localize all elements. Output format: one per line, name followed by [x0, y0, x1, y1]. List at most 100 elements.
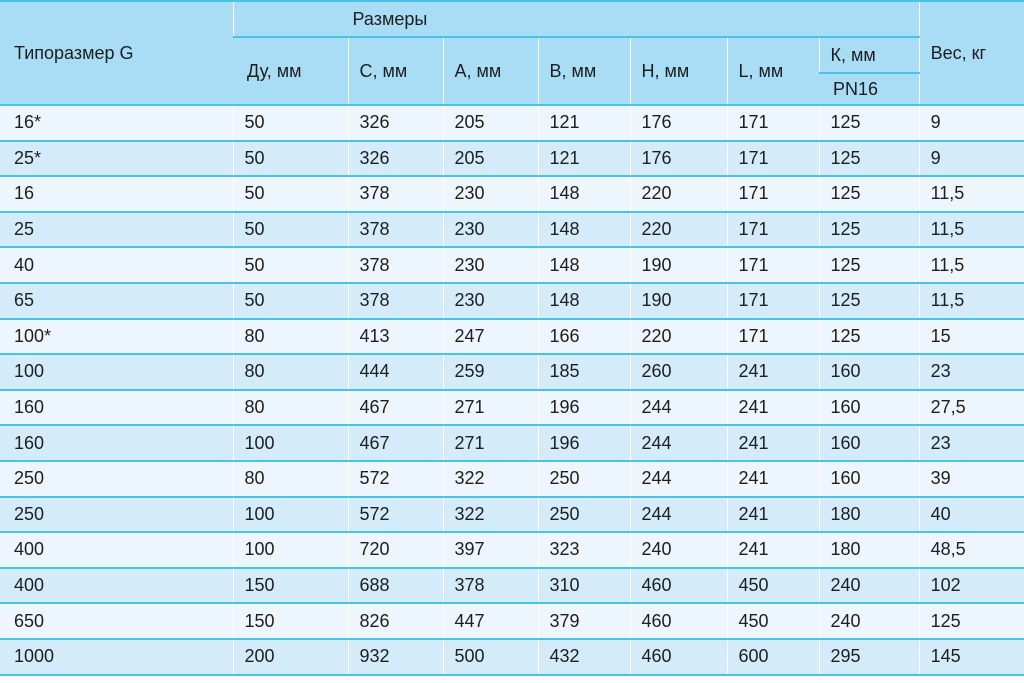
- table-cell: 196: [537, 425, 630, 462]
- table-row: 250 80 572 322 250 244 241 160 39: [0, 460, 1024, 498]
- table-cell: 322: [442, 460, 538, 498]
- table-cell: 450: [726, 603, 819, 640]
- table-cell: 125: [818, 247, 920, 284]
- header-cell-k: К, мм: [818, 37, 920, 74]
- table-cell: 160: [818, 425, 920, 462]
- table-row: 16* 50 326 205 121 176 171 125 9: [0, 105, 1024, 142]
- table-cell: 100: [232, 496, 348, 534]
- table-cell: 230: [442, 176, 538, 213]
- table-cell: 244: [629, 496, 727, 534]
- row-header-cell: 100*: [0, 318, 233, 356]
- table-row: 250 100 572 322 250 244 241 180 40: [0, 496, 1024, 534]
- table-cell: 50: [232, 247, 348, 284]
- table-cell: 176: [629, 140, 727, 178]
- table-cell: 185: [537, 354, 630, 391]
- table-cell: 247: [442, 318, 538, 356]
- table-cell: 259: [442, 354, 538, 391]
- row-header-cell: 1000: [0, 638, 233, 676]
- table-cell: 241: [726, 532, 819, 569]
- table-cell: 240: [818, 567, 920, 605]
- table-cell: 9: [918, 105, 1024, 142]
- table-cell: 310: [537, 567, 630, 605]
- table-cell: 50: [232, 211, 348, 249]
- table-cell: 250: [537, 460, 630, 498]
- row-header-cell: 650: [0, 603, 233, 640]
- table-cell: 40: [918, 496, 1024, 534]
- row-header-cell: 400: [0, 532, 233, 569]
- table-cell: 125: [818, 140, 920, 178]
- table-row: 650 150 826 447 379 460 450 240 125: [0, 603, 1024, 640]
- row-header-cell: 250: [0, 496, 233, 534]
- table-cell: 205: [442, 105, 538, 142]
- table-cell: 378: [347, 211, 443, 249]
- table-cell: 241: [726, 389, 819, 427]
- table-cell: 171: [726, 140, 819, 178]
- table-cell: 171: [726, 211, 819, 249]
- table-cell: 171: [726, 176, 819, 213]
- table-cell: 378: [347, 176, 443, 213]
- table-cell: 467: [347, 425, 443, 462]
- table-cell: 244: [629, 460, 727, 498]
- table-cell: 150: [232, 603, 348, 640]
- row-header-cell: 400: [0, 567, 233, 605]
- row-header-cell: 160: [0, 425, 233, 462]
- table-cell: 125: [818, 282, 920, 320]
- table-cell: 378: [347, 247, 443, 284]
- table-cell: 166: [537, 318, 630, 356]
- table-cell: 378: [442, 567, 538, 605]
- table-row: 40 50 378 230 148 190 171 125 11,5: [0, 247, 1024, 284]
- table-cell: 121: [537, 140, 630, 178]
- table-cell: 444: [347, 354, 443, 391]
- row-header-cell: 40: [0, 247, 233, 284]
- table-cell: 572: [347, 496, 443, 534]
- table-cell: 145: [918, 638, 1024, 676]
- table-cell: 688: [347, 567, 443, 605]
- table-cell: 160: [818, 354, 920, 391]
- header-cell-b: В, мм: [537, 37, 630, 106]
- table-cell: 125: [818, 211, 920, 249]
- table-cell: 171: [726, 247, 819, 284]
- table-cell: 323: [537, 532, 630, 569]
- row-header-cell: 16: [0, 176, 233, 213]
- table-cell: 720: [347, 532, 443, 569]
- table-cell: 572: [347, 460, 443, 498]
- table-cell: 241: [726, 460, 819, 498]
- table-cell: 467: [347, 389, 443, 427]
- table-cell: 271: [442, 425, 538, 462]
- table-cell: 125: [818, 318, 920, 356]
- table-cell: 160: [818, 460, 920, 498]
- table-cell: 50: [232, 105, 348, 142]
- table-row: 100 80 444 259 185 260 241 160 23: [0, 354, 1024, 391]
- row-header-cell: 100: [0, 354, 233, 391]
- table-cell: 121: [537, 105, 630, 142]
- table-cell: 148: [537, 282, 630, 320]
- table-cell: 500: [442, 638, 538, 676]
- table-row: 400 100 720 397 323 240 241 180 48,5: [0, 532, 1024, 569]
- table-cell: 220: [629, 176, 727, 213]
- table-cell: 39: [918, 460, 1024, 498]
- table-cell: 460: [629, 603, 727, 640]
- table-row: 160 100 467 271 196 244 241 160 23: [0, 425, 1024, 462]
- row-header-cell: 65: [0, 282, 233, 320]
- table-cell: 241: [726, 496, 819, 534]
- table-cell: 230: [442, 211, 538, 249]
- table-body: 16* 50 326 205 121 176 171 125 9 25* 50 326 205 121 17…: [0, 105, 1024, 676]
- row-header-cell: 25: [0, 211, 233, 249]
- table-cell: 125: [818, 176, 920, 213]
- table-cell: 11,5: [918, 282, 1024, 320]
- table-cell: 50: [232, 140, 348, 178]
- table-cell: 240: [818, 603, 920, 640]
- table-cell: 125: [818, 105, 920, 142]
- row-header-cell: 16*: [0, 105, 233, 142]
- table-cell: 148: [537, 211, 630, 249]
- table-cell: 190: [629, 247, 727, 284]
- table-row: 400 150 688 378 310 460 450 240 102: [0, 567, 1024, 605]
- table-cell: 125: [918, 603, 1024, 640]
- table-row: 1000 200 932 500 432 460 600 295 145: [0, 638, 1024, 676]
- table-cell: 196: [537, 389, 630, 427]
- table-cell: 379: [537, 603, 630, 640]
- table-cell: 378: [347, 282, 443, 320]
- table-cell: 180: [818, 496, 920, 534]
